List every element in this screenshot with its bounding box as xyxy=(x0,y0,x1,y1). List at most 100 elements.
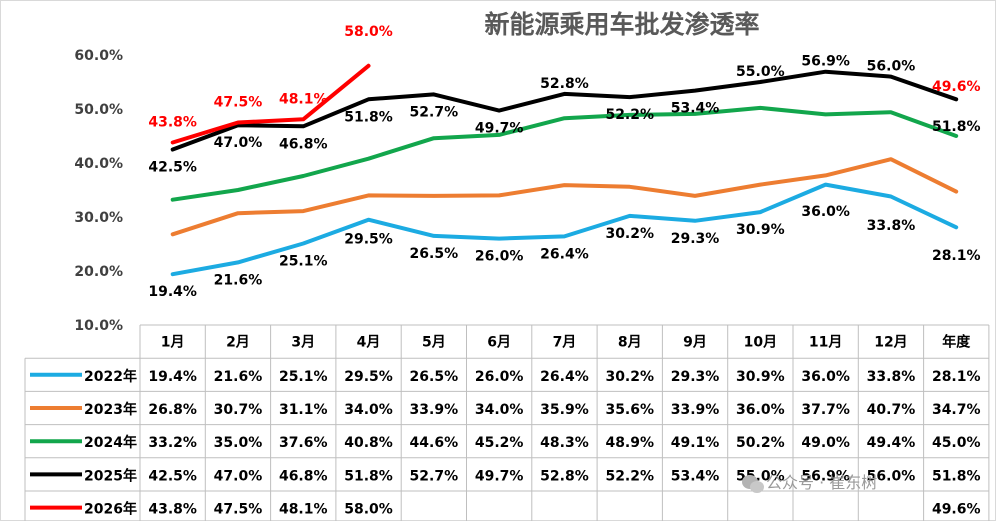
table-cell: 26.0% xyxy=(475,369,524,385)
table-cell: 42.5% xyxy=(148,468,197,484)
series-line-2025年 xyxy=(170,69,959,152)
data-label: 47.0% xyxy=(214,135,263,151)
table-cell: 45.0% xyxy=(932,435,981,451)
y-tick-label: 30.0% xyxy=(74,210,123,226)
data-label: 33.8% xyxy=(867,218,916,234)
data-label: 21.6% xyxy=(214,272,263,288)
data-labels: 19.4% 21.6% 25.1% 29.5% 26.5% 26.0% 26.4% 30.2%… xyxy=(148,24,980,300)
y-tick-label: 40.0% xyxy=(74,156,123,172)
table-cell: 47.0% xyxy=(214,468,263,484)
legend-label: 2025年 xyxy=(84,467,137,484)
chart-title: 新能源乘用车批发渗透率 xyxy=(484,10,759,39)
table-cell: 53.4% xyxy=(671,468,720,484)
data-label: 25.1% xyxy=(279,253,328,269)
data-label: 49.7% xyxy=(475,121,524,137)
data-label: 30.9% xyxy=(736,222,785,238)
data-label: 29.5% xyxy=(344,232,393,248)
table-cell: 33.2% xyxy=(148,435,197,451)
table-cell: 33.9% xyxy=(671,402,720,418)
legend-label: 2026年 xyxy=(84,501,137,518)
data-label: 51.8% xyxy=(932,119,981,135)
legend-label: 2022年 xyxy=(84,368,137,385)
series-lines xyxy=(170,63,959,277)
table-cell: 56.9% xyxy=(801,468,850,484)
table-cell: 52.2% xyxy=(605,468,654,484)
table-cell: 19.4% xyxy=(148,369,197,385)
data-label: 30.2% xyxy=(605,226,654,242)
data-label: 58.0% xyxy=(344,24,393,40)
table-header-cell: 年度 xyxy=(942,334,971,351)
table-cell: 36.0% xyxy=(801,369,850,385)
data-label: 47.5% xyxy=(214,95,263,111)
table-cell: 45.2% xyxy=(475,435,524,451)
series-line-2026年 xyxy=(170,63,371,145)
table-cell: 28.1% xyxy=(932,369,981,385)
table-header-cell: 9月 xyxy=(683,335,707,351)
data-label: 46.8% xyxy=(279,136,328,152)
table-cell: 35.9% xyxy=(540,402,589,418)
table-cell: 47.5% xyxy=(214,502,263,518)
data-label: 26.0% xyxy=(475,249,524,265)
wechat-icon xyxy=(742,475,764,493)
y-tick-label: 60.0% xyxy=(74,48,123,64)
data-label: 53.4% xyxy=(671,101,720,117)
data-label: 48.1% xyxy=(279,91,328,107)
table-cell: 49.6% xyxy=(932,502,981,518)
table-cell: 40.8% xyxy=(344,435,393,451)
table-cell: 49.7% xyxy=(475,468,524,484)
table-cell: 34.0% xyxy=(344,402,393,418)
table-cell: 37.6% xyxy=(279,435,328,451)
table-cell: 35.6% xyxy=(605,402,654,418)
table-header-cell: 8月 xyxy=(618,335,642,351)
table-cell: 30.7% xyxy=(214,402,263,418)
table-cell: 33.9% xyxy=(410,402,459,418)
table-cell: 51.8% xyxy=(932,468,981,484)
table-cell: 49.1% xyxy=(671,435,720,451)
table-header-cell: 3月 xyxy=(291,335,315,351)
table-header-cell: 7月 xyxy=(553,335,577,351)
data-label: 51.8% xyxy=(344,109,393,125)
table-cell: 30.9% xyxy=(736,369,785,385)
table-header-cell: 10月 xyxy=(744,335,777,351)
table-cell: 48.3% xyxy=(540,435,589,451)
table-cell: 48.1% xyxy=(279,502,328,518)
table-cell: 36.0% xyxy=(736,402,785,418)
y-tick-label: 50.0% xyxy=(74,102,123,118)
data-label: 19.4% xyxy=(148,284,197,300)
table-cell: 58.0% xyxy=(344,502,393,518)
table-cell: 52.8% xyxy=(540,468,589,484)
table-header-cell: 5月 xyxy=(422,335,446,351)
data-label: 52.8% xyxy=(540,76,589,92)
data-label: 42.5% xyxy=(148,160,197,176)
table-header-cell: 12月 xyxy=(874,335,907,351)
data-label: 49.6% xyxy=(932,79,981,95)
watermark-text: 公众号 · 崔东树 xyxy=(766,473,877,492)
table-cell: 49.0% xyxy=(801,435,850,451)
table-cell: 33.8% xyxy=(867,369,916,385)
table-cell: 30.2% xyxy=(605,369,654,385)
table-cell: 29.3% xyxy=(671,369,720,385)
legend-label: 2024年 xyxy=(84,434,137,451)
series-line-2022年 xyxy=(170,182,959,277)
table-header-cell: 4月 xyxy=(357,335,381,351)
table-cell: 25.1% xyxy=(279,369,328,385)
table-cell: 49.4% xyxy=(867,435,916,451)
data-label: 56.9% xyxy=(801,54,850,70)
table-cell: 56.0% xyxy=(867,468,916,484)
table-cell: 26.5% xyxy=(410,369,459,385)
table-cell: 31.1% xyxy=(279,402,328,418)
data-label: 28.1% xyxy=(932,248,981,264)
table-cell: 51.8% xyxy=(344,468,393,484)
table-cell: 44.6% xyxy=(410,435,459,451)
table-cell: 34.0% xyxy=(475,402,524,418)
table-cell: 34.7% xyxy=(932,402,981,418)
y-tick-label: 20.0% xyxy=(74,264,123,280)
legend-label: 2023年 xyxy=(84,401,137,418)
table-cell: 26.4% xyxy=(540,369,589,385)
series-line-2023年 xyxy=(170,157,959,237)
table-cell: 46.8% xyxy=(279,468,328,484)
table-cell: 43.8% xyxy=(148,502,197,518)
table-header-cell: 11月 xyxy=(809,335,842,351)
